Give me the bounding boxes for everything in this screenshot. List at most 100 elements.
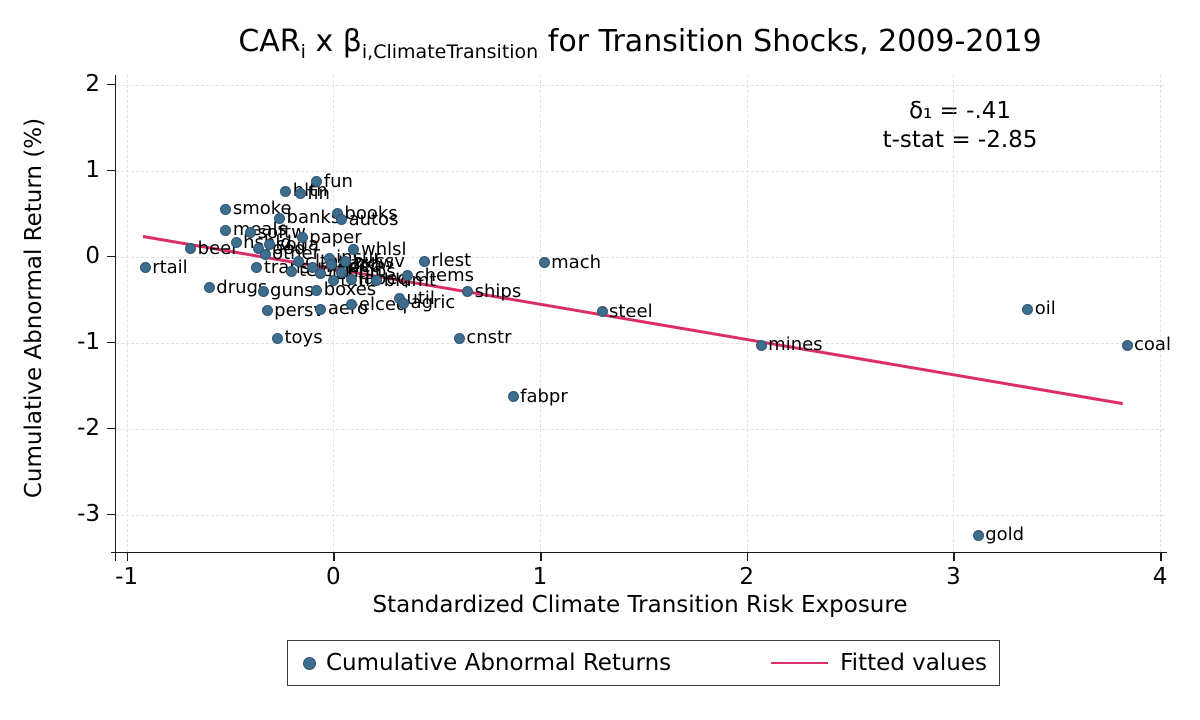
x-axis-line: [111, 551, 1167, 553]
data-point-softw: [245, 227, 257, 239]
data-point-elceq: [346, 299, 358, 311]
data-point-smoke: [220, 203, 232, 215]
data-point-labeq: [346, 273, 358, 285]
data-point-agric: [398, 297, 410, 309]
gridline-vertical: [540, 75, 541, 552]
y-tick-label: -3: [77, 500, 100, 527]
data-point-persv: [261, 305, 273, 317]
stats-annotation: δ₁ = -.41 t-stat = -2.85: [810, 97, 1110, 155]
data-point-gold: [972, 529, 984, 541]
data-point-fin: [294, 188, 306, 200]
scatter-marker-icon: [303, 656, 316, 670]
legend-entry-fit: Fitted values: [771, 650, 987, 676]
point-label-paper: paper: [309, 226, 362, 248]
data-point-txtls: [327, 275, 339, 287]
title-car: CAR: [238, 24, 301, 59]
data-point-chems: [402, 270, 414, 282]
point-label-whlsl: whlsl: [360, 238, 407, 260]
point-label-autos: autos: [348, 208, 399, 230]
y-tick: [106, 169, 115, 172]
point-label-other: other: [272, 243, 321, 265]
gridline-vertical: [953, 75, 955, 552]
data-point-whlsl: [348, 244, 360, 256]
x-tick-label: 2: [739, 564, 754, 590]
point-label-mines: mines: [768, 334, 823, 356]
data-point-hardw: [325, 258, 337, 270]
point-label-util: util: [406, 287, 435, 309]
legend: Cumulative Abnormal Returns Fitted value…: [287, 640, 1000, 686]
x-tick: [953, 553, 955, 561]
delta-coefficient-text: δ₁ = -.41: [908, 98, 1012, 124]
x-tick-label: 0: [325, 564, 341, 590]
title-car-subscript: i: [300, 41, 306, 63]
data-point-cnstr: [453, 332, 465, 344]
data-point-banks: [274, 212, 286, 224]
gridline-horizontal: [116, 256, 1164, 258]
point-label-beer: beer: [197, 237, 239, 259]
point-label-fin: fin: [307, 182, 330, 204]
point-label-hardw: hardw: [338, 253, 394, 275]
x-tick-label: -1: [115, 564, 139, 590]
gridline-horizontal: [116, 428, 1164, 430]
point-label-ships: ships: [474, 280, 522, 302]
legend-entry-scatter: Cumulative Abnormal Returns: [303, 650, 671, 676]
y-tick: [106, 255, 115, 258]
data-point-other: [259, 248, 271, 260]
gridline-vertical: [746, 75, 748, 552]
title-rest: for Transition Shocks, 2009-2019: [538, 24, 1042, 59]
y-axis-line: [114, 75, 116, 561]
y-tick: [106, 427, 115, 430]
data-point-trans: [251, 262, 263, 274]
title-times: x: [305, 24, 343, 59]
gridline-vertical: [126, 75, 128, 552]
data-point-autos: [336, 214, 348, 226]
point-label-drugs: drugs: [216, 276, 268, 298]
t-stat-text: t-stat = -2.85: [882, 127, 1038, 153]
chart-title: CARi x βi,ClimateTransition for Transiti…: [90, 24, 1190, 63]
point-label-soda: soda: [276, 233, 320, 255]
data-point-coal: [1121, 339, 1133, 351]
data-point-toys: [271, 332, 283, 344]
title-beta: β: [342, 24, 362, 59]
point-label-chems: chems: [414, 264, 474, 286]
data-point-aero: [315, 303, 327, 315]
data-point-rubbr: [315, 268, 327, 280]
data-point-hshld: [230, 237, 242, 249]
gridline-horizontal: [116, 342, 1164, 344]
data-point-oil: [1022, 303, 1034, 315]
y-tick: [106, 83, 115, 86]
data-point-telcm: [286, 265, 298, 277]
point-label-rtail: rtail: [152, 256, 188, 278]
data-point-rlest: [418, 255, 430, 267]
gridline-horizontal: [116, 514, 1164, 516]
x-tick: [746, 553, 749, 561]
title-beta-subscript: i,ClimateTransition: [361, 41, 539, 63]
gridline-vertical: [333, 75, 335, 552]
data-point-soda: [263, 239, 275, 251]
point-label-gold: gold: [985, 524, 1025, 546]
point-label-fabpr: fabpr: [520, 385, 568, 407]
gridline-horizontal: [116, 170, 1164, 172]
point-label-rlest: rlest: [431, 250, 472, 271]
data-point-hlth: [280, 185, 292, 197]
data-point-boxes: [311, 284, 323, 296]
y-tick-label: 1: [85, 156, 100, 183]
x-axis-title: Standardized Climate Transition Risk Exp…: [372, 592, 908, 618]
gridline-vertical: [1160, 75, 1162, 552]
legend-label-fit: Fitted values: [840, 650, 987, 676]
point-label-oil: oil: [1034, 298, 1056, 320]
data-point-clths: [292, 256, 304, 268]
data-point-bussv: [340, 256, 352, 268]
point-label-toys: toys: [284, 327, 323, 349]
point-label-books: books: [344, 202, 398, 224]
point-label-fun: fun: [323, 170, 353, 192]
data-point-fun: [311, 176, 323, 188]
point-label-cnstr: cnstr: [466, 327, 512, 349]
point-label-coal: coal: [1134, 334, 1171, 356]
x-tick-label: 3: [946, 564, 961, 590]
x-tick: [126, 553, 129, 561]
gridline-horizontal: [116, 84, 1164, 86]
point-label-bussv: bussv: [352, 250, 405, 272]
